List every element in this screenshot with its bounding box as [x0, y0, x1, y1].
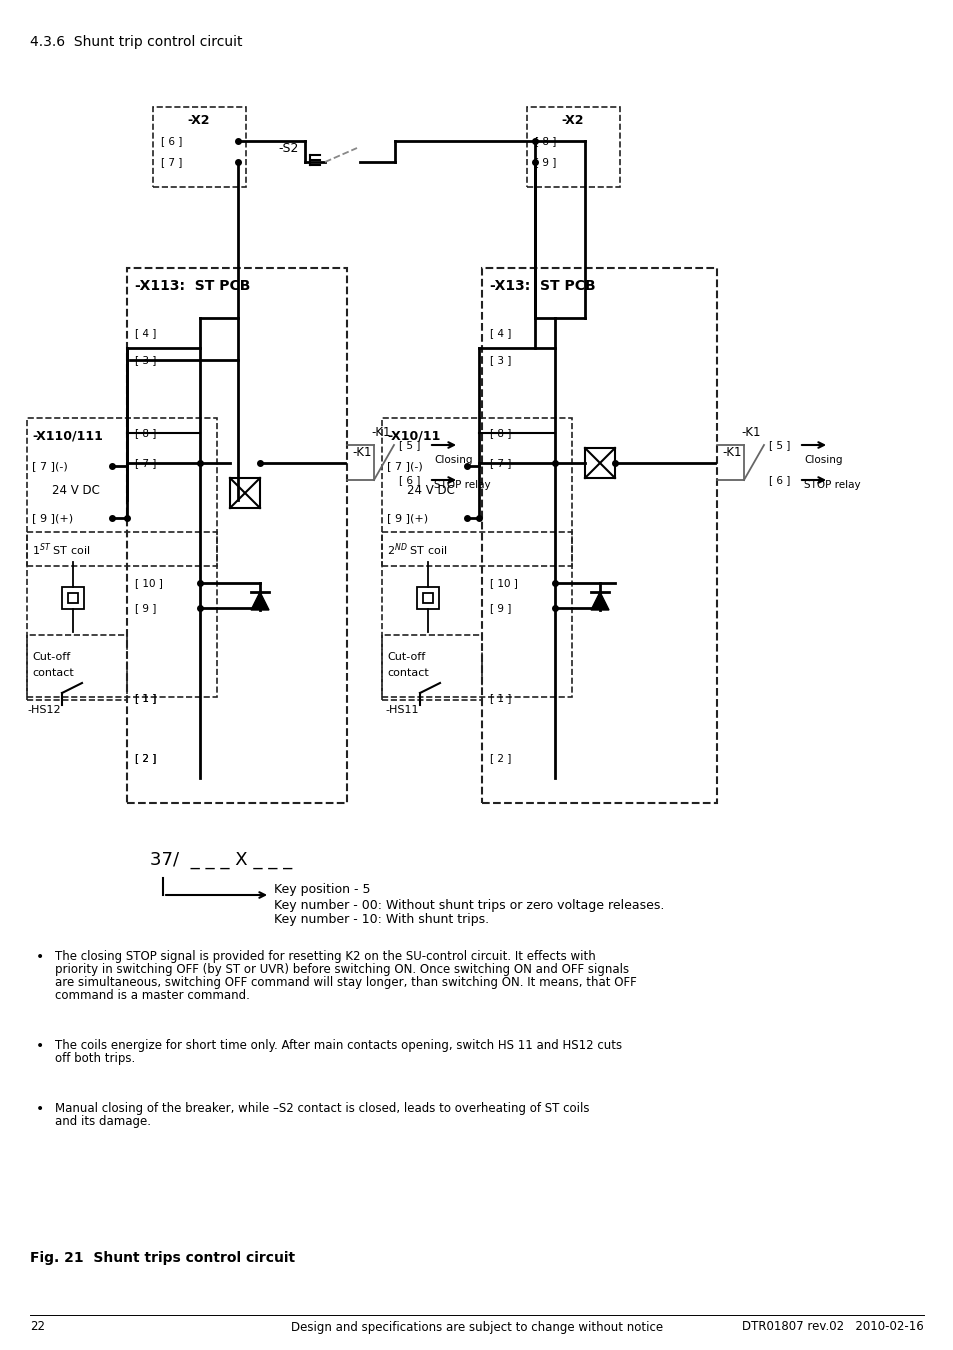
Text: [ 7 ]: [ 7 ] — [490, 458, 511, 468]
Text: off both trips.: off both trips. — [55, 1052, 135, 1065]
Bar — [152, 107, 246, 188]
Text: contact: contact — [32, 668, 73, 678]
Text: 24 V DC: 24 V DC — [52, 483, 100, 497]
Text: [ 5 ]: [ 5 ] — [768, 440, 789, 450]
Text: [ 1 ]: [ 1 ] — [135, 693, 156, 703]
Bar — [381, 634, 481, 701]
Text: Cut-off: Cut-off — [387, 652, 425, 662]
Text: [ 9 ](+): [ 9 ](+) — [387, 513, 428, 522]
Text: [ 10 ]: [ 10 ] — [135, 578, 163, 589]
Text: [ 1 ]: [ 1 ] — [490, 693, 511, 703]
Bar — [27, 634, 127, 701]
Bar — [526, 107, 619, 188]
Text: •: • — [36, 1102, 44, 1116]
Bar — [127, 269, 347, 803]
Bar — [68, 593, 78, 603]
Bar — [27, 532, 216, 697]
Text: [ 3 ]: [ 3 ] — [135, 355, 156, 364]
Bar — [416, 587, 438, 609]
Text: [ 9 ]: [ 9 ] — [490, 603, 511, 613]
Text: Manual closing of the breaker, while –S2 contact is closed, leads to overheating: Manual closing of the breaker, while –S2… — [55, 1102, 589, 1115]
Text: 37/  _ _ _ X _ _ _: 37/ _ _ _ X _ _ _ — [150, 850, 292, 869]
Text: [ 4 ]: [ 4 ] — [135, 328, 156, 338]
Bar — [584, 448, 615, 478]
Polygon shape — [251, 593, 269, 610]
Text: Design and specifications are subject to change without notice: Design and specifications are subject to… — [291, 1320, 662, 1334]
Text: [ 6 ]: [ 6 ] — [398, 475, 420, 485]
Text: priority in switching OFF (by ST or UVR) before switching ON. Once switching ON : priority in switching OFF (by ST or UVR)… — [55, 963, 628, 976]
Text: [ 7 ](-): [ 7 ](-) — [387, 460, 422, 471]
Text: are simultaneous, switching OFF command will stay longer, than switching ON. It : are simultaneous, switching OFF command … — [55, 976, 636, 990]
Text: [ 9 ]: [ 9 ] — [135, 603, 156, 613]
Bar — [422, 593, 433, 603]
Text: Key number - 00: Without shunt trips or zero voltage releases.: Key number - 00: Without shunt trips or … — [274, 899, 663, 911]
Bar — [230, 478, 260, 508]
Text: -K1: -K1 — [721, 447, 740, 459]
Text: -X13:  ST PCB: -X13: ST PCB — [490, 279, 595, 293]
Text: command is a master command.: command is a master command. — [55, 990, 250, 1002]
Text: •: • — [36, 950, 44, 964]
Text: 4.3.6  Shunt trip control circuit: 4.3.6 Shunt trip control circuit — [30, 35, 242, 49]
Text: [ 6 ]: [ 6 ] — [768, 475, 789, 485]
Text: Cut-off: Cut-off — [32, 652, 71, 662]
Text: -K1: -K1 — [352, 447, 371, 459]
Text: $2^{ND}$ ST coil: $2^{ND}$ ST coil — [387, 541, 447, 559]
Bar — [27, 418, 216, 566]
Text: $1^{ST}$ ST coil: $1^{ST}$ ST coil — [32, 541, 91, 559]
Bar — [481, 269, 717, 803]
Text: -X10/11: -X10/11 — [387, 429, 440, 443]
Text: •: • — [36, 1040, 44, 1053]
Bar — [381, 418, 572, 566]
Text: -X110/111: -X110/111 — [32, 429, 103, 443]
Text: [ 1 ]: [ 1 ] — [135, 693, 156, 703]
Text: Closing: Closing — [434, 455, 472, 464]
Text: [ 7 ]: [ 7 ] — [135, 458, 156, 468]
Text: STOP relay: STOP relay — [434, 481, 490, 490]
Text: [ 9 ](+): [ 9 ](+) — [32, 513, 73, 522]
Text: Key number - 10: With shunt trips.: Key number - 10: With shunt trips. — [274, 914, 489, 926]
Text: Fig. 21  Shunt trips control circuit: Fig. 21 Shunt trips control circuit — [30, 1251, 294, 1265]
Text: STOP relay: STOP relay — [803, 481, 860, 490]
Text: -X2: -X2 — [561, 115, 583, 127]
Text: -HS12: -HS12 — [27, 705, 61, 716]
Text: [ 3 ]: [ 3 ] — [490, 355, 511, 364]
Bar — [381, 532, 572, 697]
Text: [ 4 ]: [ 4 ] — [490, 328, 511, 338]
Text: [ 9 ]: [ 9 ] — [535, 157, 556, 167]
Text: -HS11: -HS11 — [385, 705, 418, 716]
Text: -X113:  ST PCB: -X113: ST PCB — [135, 279, 250, 293]
Text: -K1: -K1 — [740, 427, 760, 440]
Text: 22: 22 — [30, 1320, 45, 1334]
Text: [ 7 ](-): [ 7 ](-) — [32, 460, 68, 471]
Text: [ 2 ]: [ 2 ] — [135, 753, 156, 763]
Text: Key position - 5: Key position - 5 — [274, 883, 370, 896]
Text: -X2: -X2 — [188, 115, 210, 127]
Text: -S2: -S2 — [277, 142, 298, 154]
Text: [ 2 ]: [ 2 ] — [490, 753, 511, 763]
Text: [ 6 ]: [ 6 ] — [161, 136, 182, 146]
Text: The coils energize for short time only. After main contacts opening, switch HS 1: The coils energize for short time only. … — [55, 1040, 621, 1052]
Text: [ 8 ]: [ 8 ] — [490, 428, 511, 437]
Polygon shape — [590, 593, 608, 610]
Text: [ 8 ]: [ 8 ] — [535, 136, 556, 146]
Text: The closing STOP signal is provided for resetting K2 on the SU-control circuit. : The closing STOP signal is provided for … — [55, 950, 595, 963]
Text: [ 5 ]: [ 5 ] — [398, 440, 420, 450]
Text: Closing: Closing — [803, 455, 841, 464]
Text: 24 V DC: 24 V DC — [407, 483, 455, 497]
Text: [ 7 ]: [ 7 ] — [161, 157, 182, 167]
Bar — [62, 587, 84, 609]
Text: contact: contact — [387, 668, 428, 678]
Text: -K1: -K1 — [371, 427, 390, 440]
Text: [ 8 ]: [ 8 ] — [135, 428, 156, 437]
Text: [ 10 ]: [ 10 ] — [490, 578, 517, 589]
Text: and its damage.: and its damage. — [55, 1115, 151, 1129]
Text: [ 2 ]: [ 2 ] — [135, 753, 156, 763]
Text: DTR01807 rev.02   2010-02-16: DTR01807 rev.02 2010-02-16 — [741, 1320, 923, 1334]
